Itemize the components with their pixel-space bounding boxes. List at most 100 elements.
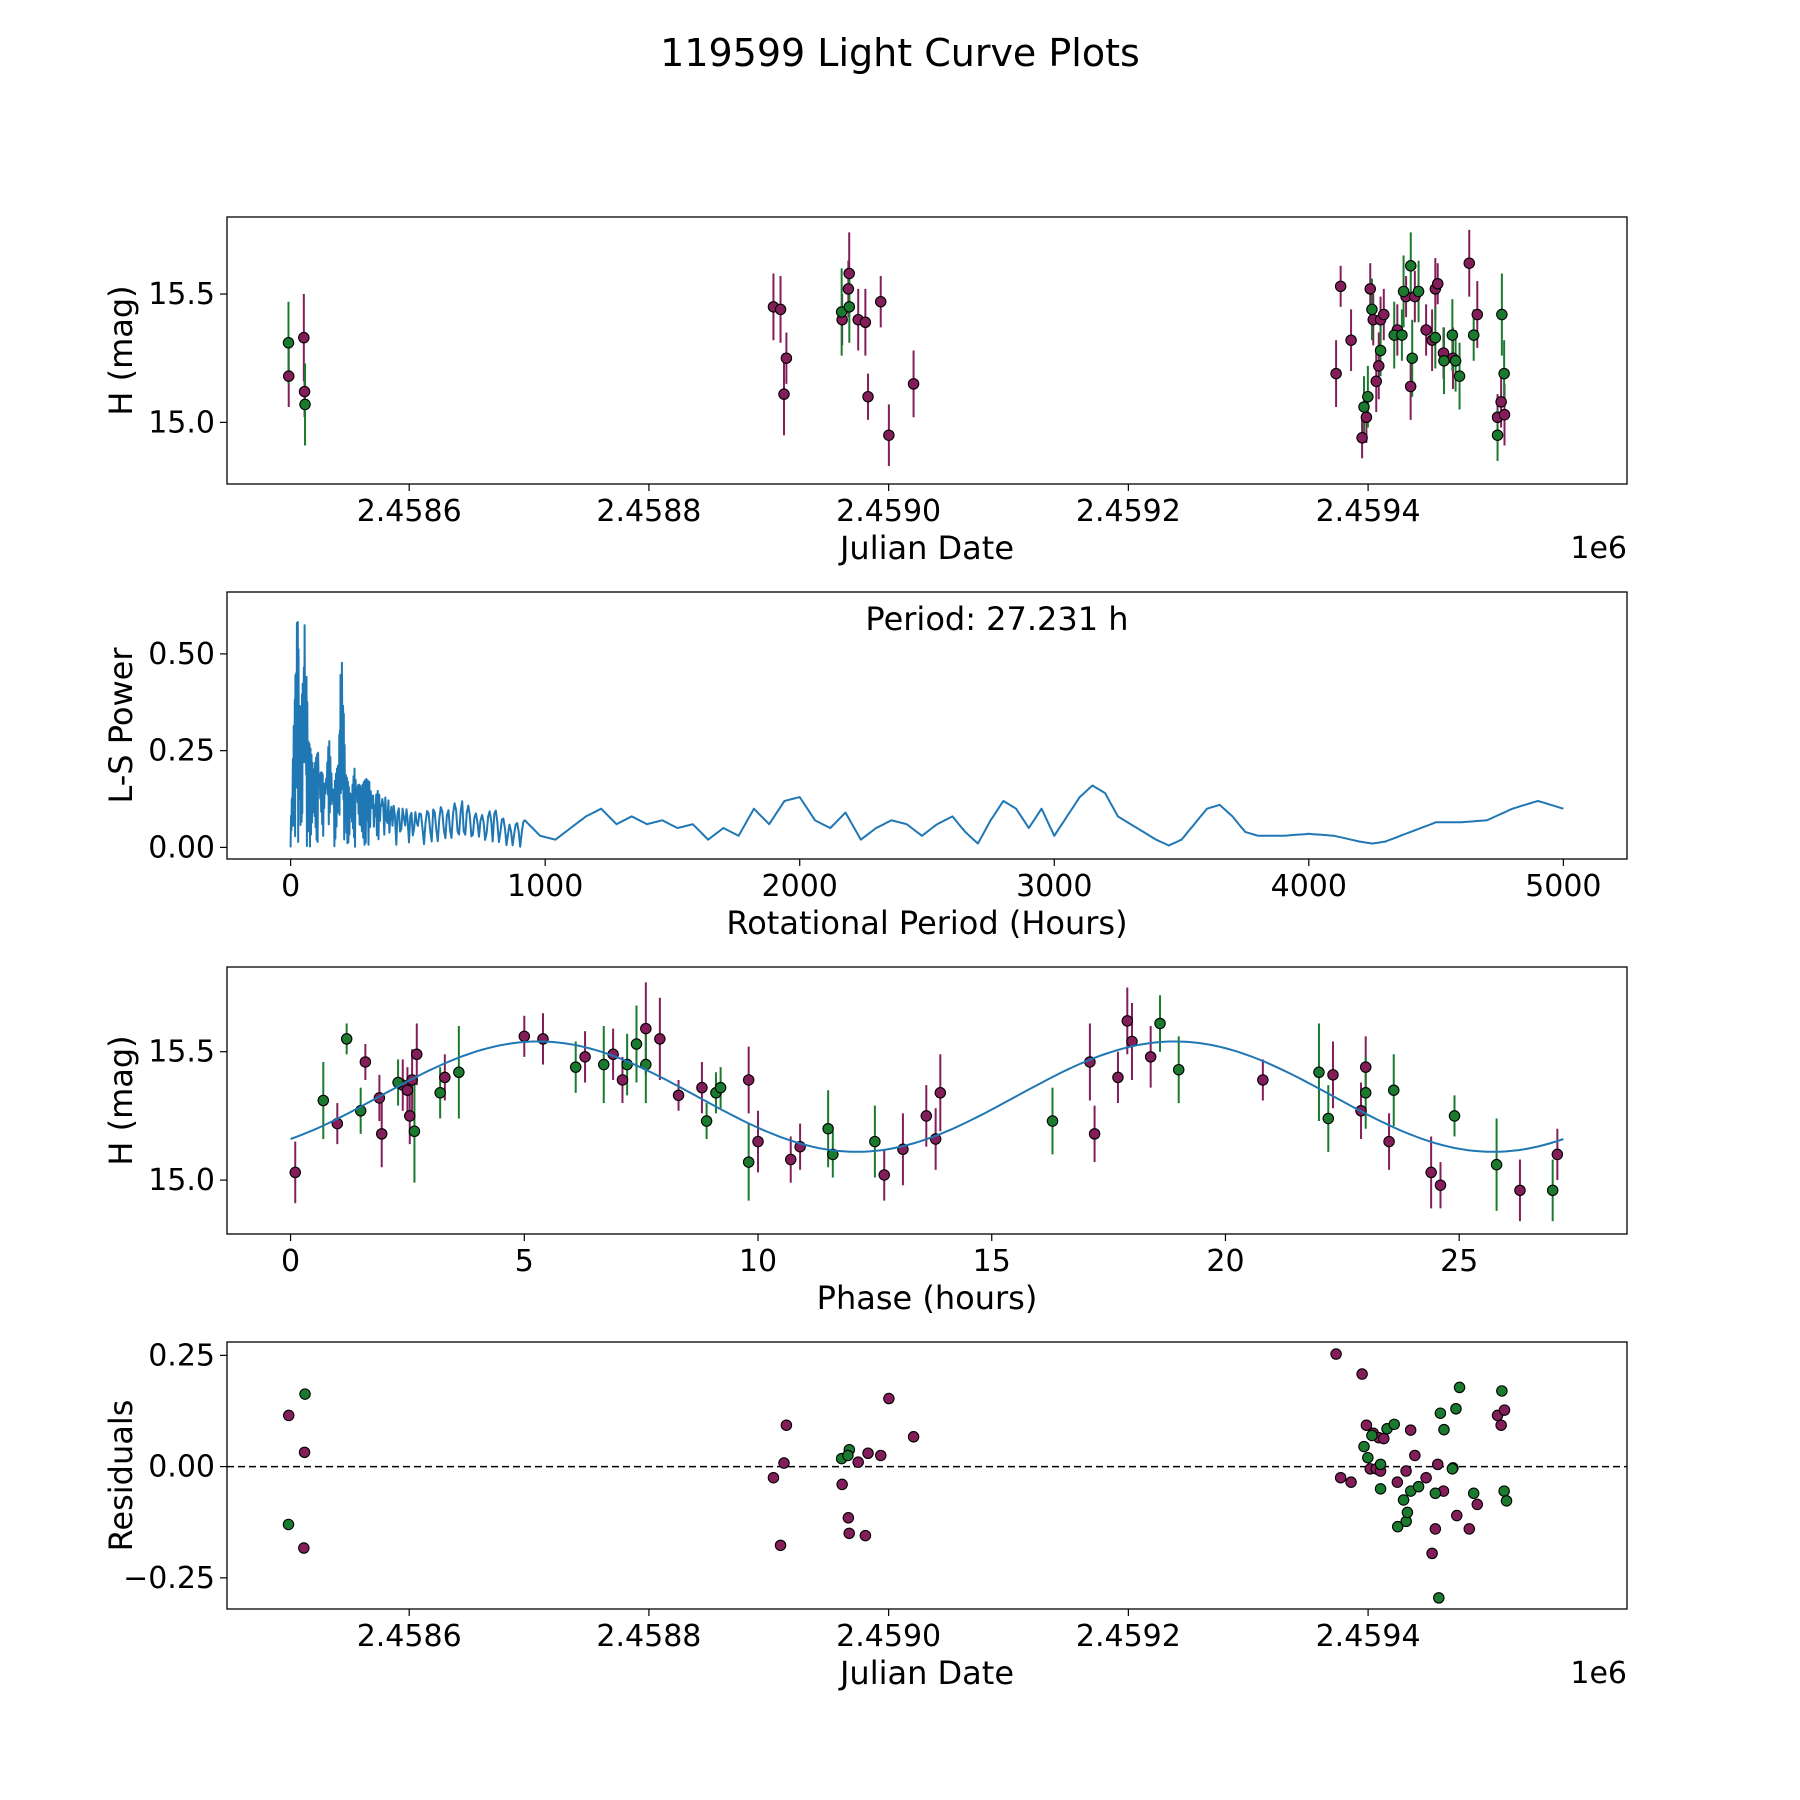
x-tick-label: 2.4588 bbox=[596, 1619, 701, 1654]
data-point bbox=[1514, 1184, 1526, 1197]
data-point bbox=[1412, 285, 1425, 298]
data-point bbox=[453, 1066, 465, 1079]
data-point bbox=[1362, 1451, 1374, 1464]
period-annotation: Period: 27.231 h bbox=[865, 600, 1128, 638]
y-axis-label: Residuals bbox=[102, 1400, 140, 1552]
x-tick-label: 2.4592 bbox=[1076, 1619, 1181, 1654]
data-point bbox=[1373, 360, 1385, 372]
data-point bbox=[1112, 1071, 1124, 1084]
data-point bbox=[1451, 1509, 1463, 1522]
data-point bbox=[842, 1449, 854, 1462]
data-point bbox=[714, 1081, 727, 1094]
data-point bbox=[1406, 352, 1418, 364]
data-point bbox=[1404, 380, 1417, 393]
data-point bbox=[1359, 1087, 1372, 1099]
data-point bbox=[1551, 1148, 1564, 1161]
data-point bbox=[1496, 1385, 1508, 1397]
data-point bbox=[920, 1110, 933, 1122]
data-point bbox=[1387, 1084, 1400, 1096]
data-point bbox=[1420, 324, 1432, 336]
data-point bbox=[1378, 1432, 1390, 1445]
x-tick-label: 15 bbox=[973, 1244, 1011, 1279]
y-tick-label: 15.0 bbox=[148, 1163, 215, 1198]
x-tick-label: 2.4592 bbox=[1076, 494, 1181, 529]
data-point bbox=[907, 1431, 920, 1443]
data-point bbox=[282, 1409, 295, 1422]
y-tick-label: 15.5 bbox=[148, 277, 215, 312]
data-point bbox=[774, 303, 787, 316]
data-point bbox=[408, 1125, 421, 1138]
data-point bbox=[1467, 1487, 1480, 1500]
data-point bbox=[1412, 1480, 1425, 1493]
data-point bbox=[1401, 1506, 1414, 1519]
x-tick-label: 0 bbox=[281, 1244, 300, 1279]
data-point bbox=[1172, 1063, 1185, 1076]
x-tick-label: 20 bbox=[1206, 1244, 1244, 1279]
data-point bbox=[859, 316, 872, 329]
x-tick-label: 25 bbox=[1440, 1244, 1478, 1279]
x-axis-label: Julian Date bbox=[838, 1654, 1014, 1692]
data-point bbox=[1495, 396, 1507, 408]
x-tick-label: 2.4590 bbox=[836, 1619, 941, 1654]
y-tick-label: 15.0 bbox=[148, 405, 215, 440]
data-point bbox=[836, 1478, 848, 1491]
data-point bbox=[742, 1074, 755, 1086]
data-point bbox=[752, 1135, 764, 1148]
data-point bbox=[1330, 1348, 1342, 1360]
data-point bbox=[1420, 1471, 1432, 1484]
data-point bbox=[298, 1542, 310, 1554]
data-point bbox=[1313, 1066, 1325, 1079]
data-point bbox=[1356, 1368, 1368, 1380]
x-tick-label: 1000 bbox=[507, 869, 583, 904]
y-tick-label: 0.25 bbox=[148, 1338, 215, 1373]
data-point bbox=[1498, 1485, 1510, 1497]
data-point bbox=[1434, 1407, 1447, 1419]
data-point bbox=[869, 1135, 881, 1148]
data-point bbox=[822, 1122, 834, 1135]
data-point bbox=[1429, 1523, 1442, 1535]
data-point bbox=[569, 1061, 582, 1073]
data-point bbox=[1471, 1498, 1484, 1511]
data-point bbox=[778, 1457, 790, 1469]
data-point bbox=[780, 1419, 793, 1431]
data-point bbox=[1429, 1487, 1442, 1500]
data-point bbox=[298, 385, 311, 398]
data-point bbox=[1327, 1069, 1339, 1081]
data-point bbox=[630, 1038, 643, 1050]
data-point bbox=[282, 337, 295, 349]
data-point bbox=[1322, 1112, 1335, 1125]
x-tick-label: 2.4586 bbox=[357, 494, 462, 529]
data-point bbox=[1366, 303, 1378, 316]
data-point bbox=[842, 283, 855, 295]
data-point bbox=[375, 1128, 388, 1140]
data-point bbox=[767, 1471, 780, 1484]
axes-frame bbox=[226, 1341, 1628, 1610]
data-point bbox=[340, 1033, 353, 1045]
data-point bbox=[654, 1033, 666, 1045]
data-point bbox=[1360, 411, 1373, 423]
data-point bbox=[1426, 1547, 1438, 1560]
data-point bbox=[843, 267, 855, 280]
data-point bbox=[842, 1512, 855, 1524]
data-point bbox=[1463, 257, 1476, 269]
data-point bbox=[518, 1030, 531, 1043]
x-tick-label: 2.4586 bbox=[357, 1619, 462, 1654]
x-tick-label: 2000 bbox=[762, 869, 838, 904]
data-point bbox=[289, 1166, 301, 1179]
data-point bbox=[1438, 355, 1450, 367]
data-point bbox=[883, 429, 895, 441]
data-point bbox=[1490, 1158, 1503, 1171]
data-point bbox=[1431, 1458, 1444, 1471]
data-point bbox=[878, 1169, 890, 1181]
data-point bbox=[1446, 329, 1459, 341]
data-point bbox=[404, 1110, 416, 1122]
data-point bbox=[1467, 329, 1480, 341]
data-point bbox=[1405, 260, 1417, 272]
data-point bbox=[1434, 1179, 1447, 1191]
data-point bbox=[1450, 1403, 1462, 1415]
data-point bbox=[579, 1051, 591, 1063]
data-point bbox=[1409, 1449, 1421, 1462]
data-point bbox=[1359, 1061, 1372, 1073]
data-point bbox=[742, 1156, 755, 1168]
